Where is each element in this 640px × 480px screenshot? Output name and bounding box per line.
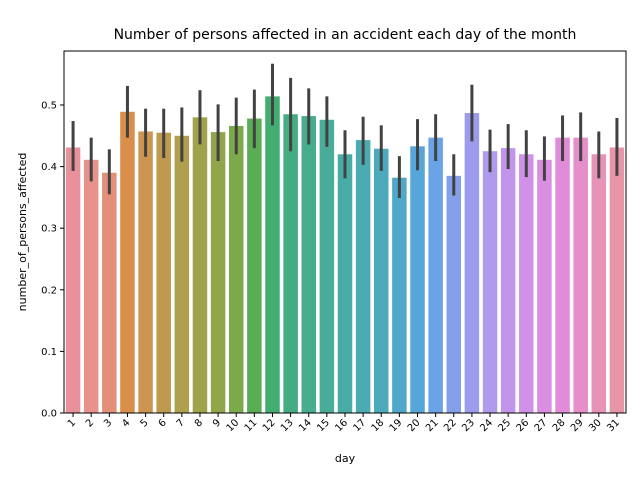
bar-day-19 [392, 177, 407, 413]
x-tick-label: 21 [424, 417, 441, 434]
bar-day-30 [591, 154, 607, 413]
bar-day-18 [374, 148, 389, 413]
x-axis: 1 2 3 4 5 6 7 8 9 10 11 12 13 14 15 16 17 18 19 20 21 22 23 24 2… [66, 413, 622, 434]
bar-day-17 [355, 140, 371, 413]
error-bars [71, 63, 619, 199]
x-tick-label: 13 [279, 417, 296, 434]
x-tick-label: 25 [496, 417, 513, 434]
y-tick-label: 0.3 [41, 224, 57, 235]
bars [65, 96, 625, 414]
chart-title: Number of persons affected in an acciden… [114, 27, 577, 43]
x-tick-label: 7 [175, 417, 187, 429]
bar-day-1 [65, 147, 81, 413]
y-axis: 0.0 0.1 0.2 0.3 0.4 0.5 [41, 101, 64, 420]
x-tick-label: 22 [442, 417, 459, 434]
bar-day-27 [537, 159, 552, 413]
bar-day-21 [428, 137, 443, 413]
x-tick-label: 10 [225, 417, 242, 434]
y-tick-label: 0.2 [41, 285, 57, 296]
x-tick-label: 12 [261, 417, 278, 434]
y-tick-label: 0.0 [41, 409, 57, 420]
x-tick-label: 5 [138, 417, 150, 429]
y-tick-label: 0.5 [41, 101, 57, 112]
bar-day-6 [156, 132, 171, 413]
bar-day-11 [247, 118, 262, 413]
bar-day-14 [301, 116, 316, 413]
x-tick-label: 19 [388, 417, 405, 434]
bar-day-8 [192, 117, 208, 413]
bar-day-22 [446, 175, 462, 413]
bar-day-16 [337, 154, 353, 413]
x-axis-label: day [335, 452, 356, 465]
x-tick-label: 6 [157, 417, 169, 429]
x-tick-label: 20 [406, 417, 423, 434]
bar-day-5 [138, 131, 153, 413]
x-tick-label: 15 [315, 417, 332, 434]
x-tick-label: 26 [515, 417, 532, 434]
y-tick-label: 0.1 [41, 347, 57, 358]
x-tick-label: 28 [551, 417, 568, 434]
bar-day-3 [102, 172, 117, 413]
bar-day-10 [228, 125, 244, 413]
bar-day-31 [609, 147, 625, 413]
y-axis-label: number_of_persons_affected [16, 153, 29, 312]
bar-day-25 [500, 148, 516, 413]
x-tick-label: 11 [243, 417, 260, 434]
x-tick-label: 1 [66, 417, 78, 429]
x-tick-label: 14 [297, 417, 314, 434]
x-tick-label: 23 [460, 417, 477, 434]
x-tick-label: 29 [569, 417, 586, 434]
y-tick-label: 0.4 [41, 162, 57, 173]
x-tick-label: 31 [605, 417, 622, 434]
bar-day-9 [210, 132, 226, 413]
x-tick-label: 24 [478, 417, 495, 434]
bar-day-24 [482, 151, 498, 413]
bar-day-29 [573, 137, 588, 413]
x-tick-label: 4 [120, 417, 132, 429]
bar-day-4 [120, 111, 135, 413]
x-tick-label: 2 [84, 417, 96, 429]
x-tick-label: 17 [351, 417, 368, 434]
x-tick-label: 3 [102, 417, 114, 429]
bar-day-12 [265, 96, 280, 413]
bar-day-2 [83, 159, 99, 413]
bar-day-7 [174, 135, 190, 414]
bar-day-28 [555, 137, 570, 413]
x-tick-label: 27 [533, 417, 550, 434]
x-tick-label: 8 [193, 417, 205, 429]
x-tick-label: 9 [211, 417, 223, 429]
x-tick-label: 16 [333, 417, 350, 434]
bar-day-15 [319, 119, 335, 413]
x-tick-label: 30 [587, 417, 604, 434]
bar-day-13 [283, 114, 298, 414]
bar-day-23 [464, 113, 480, 414]
bar-day-26 [519, 154, 534, 413]
bar-day-20 [410, 146, 425, 413]
x-tick-label: 18 [370, 417, 387, 434]
